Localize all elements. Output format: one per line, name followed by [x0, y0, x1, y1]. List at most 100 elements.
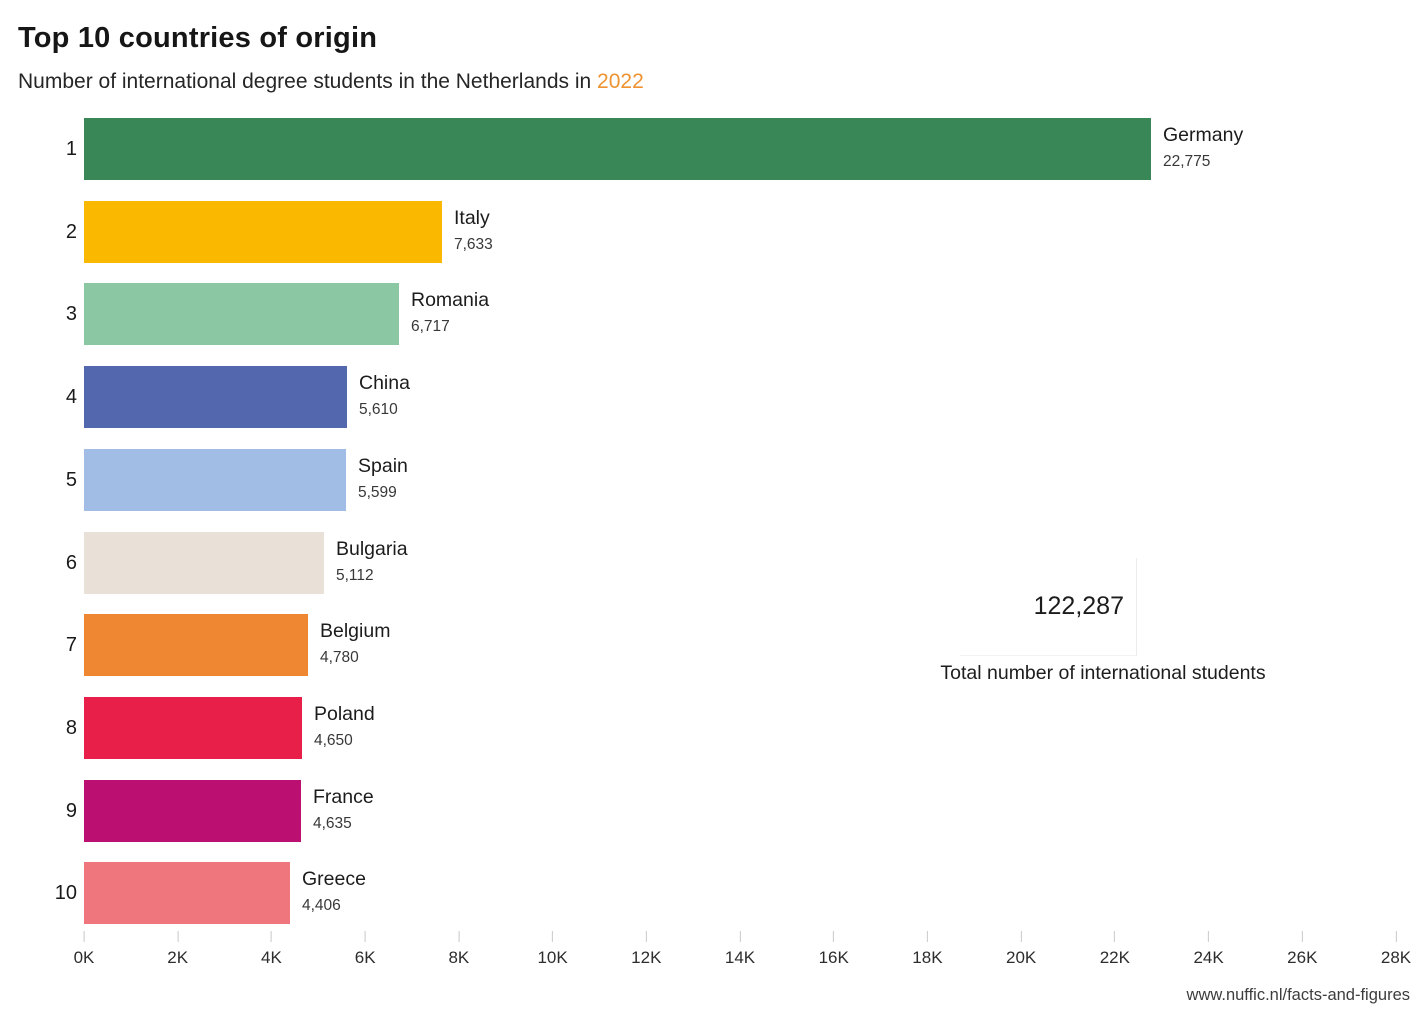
x-axis-tick: 28K: [1381, 931, 1411, 968]
bar-label-group: Germany 22,775: [1163, 123, 1243, 172]
tick-label: 24K: [1193, 948, 1224, 967]
bar-label-group: China 5,610: [359, 371, 410, 420]
value-label: 4,635: [313, 814, 352, 832]
x-axis-tick: 16K: [819, 931, 849, 968]
country-label: China: [359, 372, 410, 395]
x-axis-tick: 22K: [1100, 931, 1130, 968]
bar-row: 4 China 5,610: [0, 366, 1428, 429]
rank-label: 3: [65, 303, 77, 326]
bar-label-group: Belgium 4,780: [320, 619, 390, 668]
x-axis-tick: 24K: [1193, 931, 1224, 968]
tick-mark: [458, 931, 460, 942]
value-label: 22,775: [1163, 153, 1211, 170]
tick-label: 0K: [73, 948, 95, 967]
bar-row: 8 Poland 4,650: [0, 696, 1428, 759]
bar-row: 5 Spain 5,599: [0, 448, 1428, 511]
x-axis-tick: 8K: [448, 931, 469, 968]
page-title: Top 10 countries of origin: [18, 22, 378, 54]
tick-label: 2K: [167, 948, 189, 967]
bar-label-group: Poland 4,650: [314, 702, 375, 751]
rank-label: 4: [65, 386, 77, 409]
country-label: Germany: [1163, 124, 1244, 146]
bar-france: [84, 779, 301, 842]
bar-row: 2 Italy 7,633: [0, 200, 1428, 263]
tick-mark: [552, 931, 554, 942]
tick-label: 6K: [354, 948, 376, 967]
x-axis-tick: 0K: [73, 931, 95, 968]
bar-romania: [84, 283, 399, 346]
tick-label: 18K: [912, 948, 943, 967]
value-label: 4,406: [302, 897, 341, 915]
bar-row: 6 Bulgaria 5,112: [0, 531, 1428, 594]
tick-mark: [1020, 931, 1022, 942]
country-label: Greece: [302, 868, 366, 891]
country-label: Spain: [358, 454, 408, 477]
tick-mark: [833, 931, 835, 942]
bar-greece: [84, 862, 290, 925]
tick-mark: [1114, 931, 1116, 942]
bar-label-group: Greece 4,406: [302, 867, 366, 916]
bar-belgium: [84, 614, 308, 677]
tick-label: 4K: [261, 948, 282, 967]
tick-mark: [83, 931, 85, 942]
rank-label: 8: [65, 716, 77, 739]
x-axis-tick: 14K: [725, 931, 755, 968]
bar-bulgaria: [84, 531, 324, 594]
country-label: Bulgaria: [336, 537, 408, 560]
tick-mark: [270, 931, 272, 942]
footer-link[interactable]: www.nuffic.nl/facts-and-figures: [1186, 986, 1410, 1004]
tick-mark: [1301, 931, 1303, 942]
tick-label: 10K: [537, 948, 568, 967]
tick-label: 8K: [448, 948, 470, 967]
country-label: Romania: [411, 289, 490, 312]
bar-row: 9 France 4,635: [0, 779, 1428, 842]
tick-mark: [645, 931, 647, 942]
tick-mark: [739, 931, 741, 942]
bar-germany: [84, 118, 1151, 180]
x-axis-tick: 20K: [1006, 931, 1036, 968]
bar-label-group: France 4,635: [313, 785, 374, 834]
rank-label: 1: [65, 138, 77, 160]
total-students-value: 122,287: [1033, 592, 1124, 620]
country-label: Italy: [454, 206, 490, 229]
tick-mark: [364, 931, 366, 942]
total-students-box: 122,287: [960, 558, 1137, 656]
value-label: 5,610: [359, 401, 398, 419]
x-axis-tick: 26K: [1287, 931, 1317, 968]
tick-label: 16K: [818, 948, 849, 967]
page-subtitle: Number of international degree students …: [18, 70, 644, 94]
tick-label: 20K: [1006, 948, 1037, 967]
bar-row: 1 Germany 22,775: [0, 118, 1428, 180]
value-label: 7,633: [454, 235, 493, 253]
tick-label: 28K: [1380, 948, 1412, 967]
value-label: 5,599: [358, 483, 397, 501]
country-label: France: [313, 785, 374, 808]
bar-china: [84, 366, 347, 429]
tick-label: 22K: [1099, 948, 1130, 967]
x-axis-tick: 10K: [537, 931, 568, 968]
rank-label: 7: [65, 634, 77, 657]
x-axis: 0K 2K 4K 6K 8K 10K 12K 14K 16K 18K 20K 22K 24K 26K 28K: [0, 931, 1428, 981]
rank-label: 9: [65, 799, 77, 822]
x-axis-tick: 2K: [167, 931, 188, 968]
tick-mark: [926, 931, 928, 942]
tick-mark: [1208, 931, 1210, 942]
country-label: Poland: [314, 702, 375, 725]
bar-poland: [84, 696, 302, 759]
tick-mark: [177, 931, 179, 942]
value-label: 6,717: [411, 318, 450, 336]
x-axis-tick: 12K: [631, 931, 661, 968]
bar-label-group: Romania 6,717: [411, 288, 489, 337]
x-axis-tick: 6K: [355, 931, 376, 968]
x-axis-tick: 4K: [261, 931, 282, 968]
subtitle-text: Number of international degree students …: [18, 70, 598, 93]
bar-row: 10 Greece 4,406: [0, 862, 1428, 925]
value-label: 5,112: [336, 566, 374, 584]
x-axis-tick: 18K: [912, 931, 943, 968]
rank-label: 2: [65, 220, 77, 243]
tick-label: 12K: [631, 948, 662, 967]
bar-label-group: Spain 5,599: [358, 454, 408, 503]
rank-label: 10: [54, 882, 77, 905]
